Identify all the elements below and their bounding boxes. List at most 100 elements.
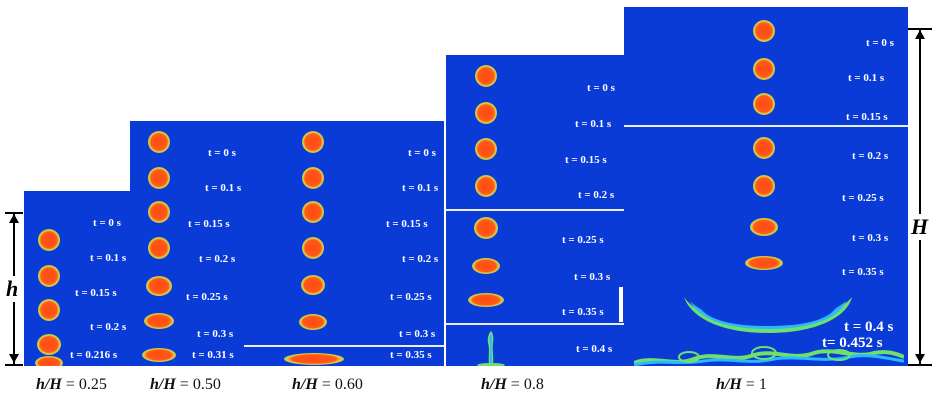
time-label: t = 0.4 s — [844, 319, 894, 335]
caption-h-ratio-1: h/H = 1 — [716, 376, 767, 394]
droplet — [148, 237, 170, 259]
panel-gap-mark — [619, 287, 623, 322]
droplet — [38, 299, 60, 321]
dimension-h-label: h — [4, 276, 21, 302]
caption-value: = 0.25 — [65, 376, 107, 393]
caption-variable: h/H — [292, 376, 318, 393]
time-label: t = 0.2 s — [90, 321, 127, 333]
time-label: t = 0.3 s — [197, 328, 234, 340]
droplet — [750, 218, 778, 236]
domain-boundary-line — [244, 345, 444, 347]
droplet — [146, 276, 172, 296]
droplet — [144, 313, 174, 329]
caption-h-ratio-0-25: h/H = 0.25 — [36, 376, 107, 394]
time-label: t = 0.1 s — [402, 182, 439, 194]
caption-h-ratio-0-50: h/H = 0.50 — [150, 376, 221, 394]
panel-h-ratio-0-25: t = 0 s t = 0.1 s t = 0.15 s t = 0.2 s t… — [24, 191, 132, 366]
time-label: t = 0.15 s — [188, 218, 230, 230]
time-label: t = 0.1 s — [90, 252, 127, 264]
time-label: t = 0.15 s — [846, 111, 888, 123]
time-label: t = 0.25 s — [390, 291, 432, 303]
crown-splash — [684, 297, 852, 333]
droplet — [745, 256, 783, 270]
caption-variable: h/H — [481, 376, 507, 393]
time-label: t = 0.25 s — [186, 291, 228, 303]
caption-value: = 0.8 — [510, 376, 544, 393]
time-label: t = 0.15 s — [75, 287, 117, 299]
time-label: t = 0.3 s — [574, 271, 611, 283]
time-label: t = 0.3 s — [852, 232, 889, 244]
droplet — [301, 275, 325, 295]
dimension-h-arrow-up — [9, 214, 19, 223]
time-label: t = 0.35 s — [842, 266, 884, 278]
dimension-H-label: H — [910, 214, 930, 240]
caption-variable: h/H — [716, 376, 742, 393]
dimension-H-top-tick — [908, 28, 932, 30]
caption-variable: h/H — [36, 376, 62, 393]
time-label: t = 0.15 s — [386, 218, 428, 230]
time-label: t = 0.2 s — [402, 253, 439, 265]
droplet — [753, 20, 775, 42]
time-label: t= 0.452 s — [822, 335, 883, 351]
time-label: t = 0.35 s — [562, 306, 604, 318]
droplet — [35, 356, 63, 366]
time-label: t = 0.1 s — [575, 118, 612, 130]
droplet — [37, 334, 61, 355]
droplet — [475, 65, 497, 87]
droplet — [302, 237, 324, 259]
droplet — [753, 175, 775, 197]
droplet — [302, 131, 324, 153]
droplet — [148, 167, 170, 189]
time-label: t = 0.2 s — [852, 150, 889, 162]
droplet — [302, 201, 324, 223]
panel-h-ratio-1: t = 0 s t = 0.1 s t = 0.15 s t = 0.2 s t… — [624, 7, 908, 366]
time-label: t = 0.2 s — [578, 189, 615, 201]
droplet — [753, 93, 775, 115]
dimension-H-arrow-down — [915, 354, 925, 363]
dimension-H-line — [919, 30, 921, 364]
domain-boundary-line — [446, 209, 624, 211]
surface-wave — [634, 346, 904, 366]
dimension-H-arrow-up — [915, 30, 925, 39]
droplet — [475, 138, 497, 160]
droplet — [302, 167, 324, 189]
panel-h-ratio-0-8: t = 0 s t = 0.1 s t = 0.15 s t = 0.2 s t… — [446, 55, 624, 366]
time-label: t = 0.3 s — [399, 328, 436, 340]
time-label: t = 0.216 s — [70, 349, 118, 361]
droplet — [753, 137, 775, 159]
splash-column — [477, 331, 505, 366]
droplet — [142, 348, 176, 362]
time-label: t = 0.15 s — [565, 154, 607, 166]
droplet — [753, 58, 775, 80]
dimension-h-bottom-tick — [5, 364, 23, 366]
droplet — [472, 258, 500, 274]
droplet — [38, 265, 60, 287]
droplet — [148, 201, 170, 223]
domain-boundary-line — [446, 323, 624, 325]
time-label: t = 0 s — [408, 147, 436, 159]
caption-variable: h/H — [150, 376, 176, 393]
time-label: t = 0.35 s — [390, 349, 432, 361]
droplet — [474, 217, 498, 239]
droplet — [148, 131, 170, 153]
dimension-H-bottom-tick — [908, 364, 932, 366]
droplet — [299, 314, 327, 330]
caption-h-ratio-0-8: h/H = 0.8 — [481, 376, 544, 394]
droplet — [475, 102, 497, 124]
time-label: t = 0 s — [866, 37, 894, 49]
caption-value: = 0.60 — [321, 376, 363, 393]
time-label: t = 0.1 s — [205, 182, 242, 194]
panel-h-ratio-0-50: t = 0 s t = 0.1 s t = 0.15 s t = 0.2 s t… — [130, 121, 246, 366]
time-label: t = 0.4 s — [576, 343, 613, 355]
caption-value: = 1 — [745, 376, 767, 393]
droplet — [475, 175, 497, 197]
panel-h-ratio-0-60: t = 0 s t = 0.1 s t = 0.15 s t = 0.2 s t… — [244, 121, 444, 366]
time-label: t = 0 s — [587, 82, 615, 94]
dimension-h-top-tick — [5, 212, 23, 214]
dimension-h-arrow-down — [9, 354, 19, 363]
droplet — [284, 353, 344, 365]
time-label: t = 0 s — [208, 147, 236, 159]
droplet — [468, 293, 504, 307]
time-label: t = 0.31 s — [192, 349, 234, 361]
caption-h-ratio-0-60: h/H = 0.60 — [292, 376, 363, 394]
